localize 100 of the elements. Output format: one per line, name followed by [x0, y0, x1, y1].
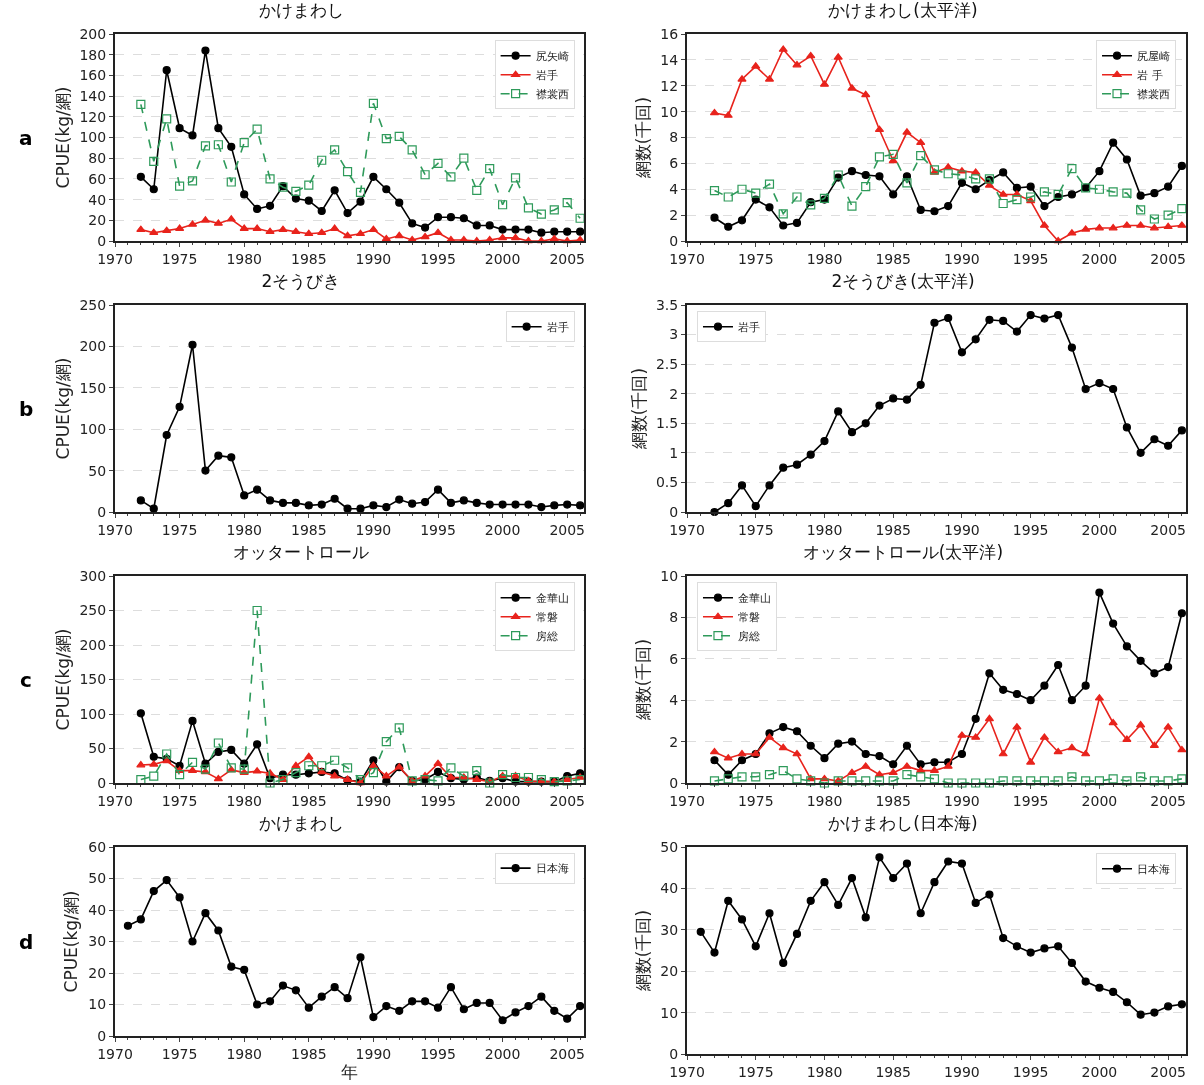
- x-tick-label: 1980: [226, 521, 263, 538]
- y-tick-label: 60: [88, 170, 107, 187]
- y-tick-label: 100: [79, 421, 107, 438]
- y-tick-label: 6: [669, 650, 679, 667]
- y-tick-label: 3: [669, 326, 679, 343]
- y-tick-label: 150: [79, 379, 107, 396]
- x-tick-label: 2000: [484, 521, 521, 538]
- text: c: [20, 668, 32, 692]
- legend-label: 尻矢崎: [535, 50, 569, 63]
- x-tick-label: 1975: [161, 1045, 198, 1062]
- chart-title: かけまわし(太平洋): [828, 0, 978, 20]
- x-tick-label: 2005: [549, 250, 586, 267]
- y-tick-label: 6: [669, 155, 679, 172]
- text: b: [19, 397, 34, 421]
- y-tick-label: 10: [660, 103, 679, 120]
- x-tick-label: 1975: [737, 250, 774, 267]
- x-tick-label: 1985: [290, 792, 327, 809]
- y-tick-label: 40: [88, 191, 107, 208]
- x-tick-label: 1980: [806, 792, 843, 809]
- y-tick-label: 100: [79, 705, 107, 722]
- x-tick-label: 1975: [737, 1063, 774, 1080]
- y-tick-label: 200: [79, 636, 107, 653]
- y-tick-label: 2: [669, 733, 679, 750]
- x-tick-label: 2005: [1150, 521, 1186, 538]
- y-tick-label: 50: [88, 870, 107, 887]
- y-tick-label: 10: [660, 567, 679, 584]
- y-tick-label: 250: [79, 602, 107, 619]
- legend-label: 金華山: [535, 592, 569, 605]
- y-axis-title: CPUE(kg/網): [52, 357, 73, 460]
- y-tick-label: 2: [669, 385, 679, 402]
- y-tick-label: 0: [97, 232, 107, 249]
- x-tick-label: 1970: [669, 250, 705, 267]
- y-tick-label: 300: [79, 567, 107, 584]
- chart-title: 2そうびき: [261, 270, 341, 291]
- x-tick-label: 2000: [484, 792, 521, 809]
- y-axis-title: 網数(千回): [628, 367, 649, 451]
- y-tick-label: 50: [88, 740, 107, 757]
- x-tick-label: 1975: [161, 792, 198, 809]
- x-tick-label: 1985: [290, 250, 327, 267]
- y-tick-label: 8: [669, 129, 679, 146]
- x-tick-label: 1980: [226, 792, 263, 809]
- legend-label: 房総: [535, 630, 558, 643]
- x-tick-label: 2005: [549, 1045, 586, 1062]
- x-tick-label: 1970: [97, 792, 133, 809]
- x-tick-label: 2000: [1081, 250, 1118, 267]
- legend-label: 襟裳西: [535, 88, 569, 101]
- y-tick-label: 0: [669, 774, 679, 791]
- x-axis-title: 年: [341, 1061, 358, 1082]
- x-tick-label: 1995: [1012, 1063, 1049, 1080]
- x-tick-label: 2005: [549, 792, 586, 809]
- x-tick-label: 1970: [669, 1063, 705, 1080]
- y-tick-label: 140: [79, 88, 107, 104]
- x-tick-label: 1980: [806, 521, 843, 538]
- legend-label: 岩手: [737, 321, 760, 334]
- y-tick-label: 16: [660, 25, 679, 42]
- y-tick-label: 12: [660, 77, 679, 94]
- y-axis-title: CPUE(kg/網): [52, 86, 73, 189]
- legend-label: 日本海: [535, 862, 569, 876]
- x-tick-label: 1990: [944, 250, 980, 267]
- y-axis-title: CPUE(kg/網): [52, 628, 73, 731]
- y-tick-label: 0: [97, 1027, 107, 1044]
- text: d: [19, 930, 34, 954]
- x-tick-label: 2005: [549, 521, 586, 538]
- x-tick-label: 1995: [420, 1045, 456, 1062]
- y-tick-label: 250: [79, 296, 107, 313]
- y-tick-label: 0: [97, 774, 107, 791]
- x-tick-label: 1995: [1012, 250, 1049, 267]
- chart-title: 2そうびき(太平洋): [831, 270, 975, 291]
- x-tick-label: 1995: [420, 521, 456, 538]
- y-tick-label: 14: [660, 51, 679, 68]
- x-tick-label: 2000: [1081, 1063, 1118, 1080]
- y-axis-title: CPUE(kg/網): [61, 890, 82, 993]
- y-tick-label: 80: [88, 150, 107, 167]
- chart-title: オッタートロール(太平洋): [802, 541, 1004, 562]
- y-tick-label: 8: [669, 609, 679, 626]
- x-tick-label: 1995: [420, 792, 456, 809]
- x-tick-label: 1985: [290, 1045, 327, 1062]
- y-tick-label: 120: [79, 108, 107, 125]
- x-tick-label: 2000: [1081, 521, 1118, 538]
- y-tick-label: 160: [79, 67, 107, 84]
- x-tick-label: 1970: [669, 792, 705, 809]
- legend-label: 金華山: [737, 592, 771, 605]
- y-tick-label: 200: [79, 338, 107, 355]
- x-tick-label: 1970: [97, 250, 133, 267]
- y-tick-label: 0: [669, 232, 679, 249]
- x-tick-label: 1975: [161, 250, 198, 267]
- chart-title: かけまわし: [258, 812, 344, 833]
- chart-title: オッタートロール: [233, 541, 369, 562]
- x-tick-label: 1970: [97, 1045, 133, 1062]
- legend-label: 房総: [737, 630, 760, 643]
- y-tick-label: 30: [88, 933, 107, 950]
- y-tick-label: 2: [669, 207, 679, 224]
- chart-title: かけまわし: [258, 0, 344, 20]
- y-tick-label: 0.5: [655, 474, 679, 491]
- x-tick-label: 2000: [484, 1045, 521, 1062]
- x-tick-label: 1985: [875, 1063, 912, 1080]
- x-tick-label: 2000: [1081, 792, 1118, 809]
- x-tick-label: 1975: [737, 792, 774, 809]
- x-tick-label: 1990: [355, 792, 392, 809]
- chart-title: かけまわし(日本海): [828, 812, 978, 833]
